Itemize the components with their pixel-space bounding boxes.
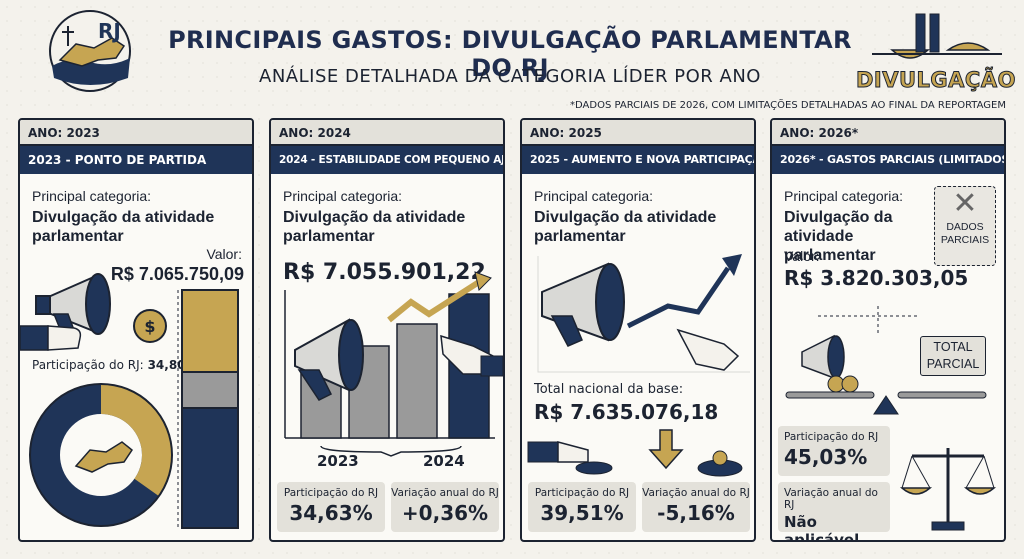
rj-logo: RJ bbox=[49, 10, 131, 92]
header: RJ PRINCIPAIS GASTOS: DIVULGAÇÃO PARLAME… bbox=[0, 0, 1024, 118]
megaphone-icon bbox=[35, 273, 111, 335]
share-label: Participação do RJ: bbox=[32, 358, 144, 372]
category-label: Principal categoria: bbox=[534, 188, 654, 204]
down-arrow-coin-icon bbox=[648, 429, 743, 477]
share-value: 39,51% bbox=[540, 501, 624, 525]
page-title: PRINCIPAIS GASTOS: DIVULGAÇÃO PARLAMENTA… bbox=[168, 26, 852, 82]
category-value: Divulgação da atividade parlamentar bbox=[784, 209, 893, 264]
share-box: Participação do RJ 45,03% bbox=[778, 426, 890, 476]
partial-total-tag: TOTAL PARCIAL bbox=[920, 336, 986, 376]
close-icon: ✕ bbox=[952, 187, 978, 220]
scale-megaphone-illustration bbox=[785, 306, 987, 415]
share-line: Participação do RJ: 34,80% bbox=[32, 358, 198, 372]
value-amount: R$ 3.820.303,05 bbox=[784, 266, 969, 290]
change-label: Variação anual do RJ bbox=[642, 487, 750, 499]
scale-icon bbox=[899, 448, 997, 531]
category-value: Divulgação da atividade parlamentar bbox=[534, 209, 717, 245]
value-amount: R$ 7.065.750,09 bbox=[110, 264, 244, 284]
change-label: Variação anual do RJ bbox=[784, 487, 878, 511]
total-value: R$ 7.635.076,18 bbox=[534, 400, 719, 424]
change-label: Variação anual do RJ bbox=[391, 487, 499, 499]
change-value: Não aplicável bbox=[784, 513, 860, 542]
share-value: 45,03% bbox=[784, 445, 868, 469]
stacked-bar-segment bbox=[181, 371, 239, 409]
card-banner: 2026* - GASTOS PARCIAIS (LIMITADOS) bbox=[772, 146, 1004, 174]
change-value: +0,36% bbox=[401, 501, 489, 525]
trend-megaphone-illustration bbox=[537, 254, 750, 373]
card-banner: 2024 - ESTABILIDADE COM PEQUENO AJUSTE bbox=[271, 146, 503, 174]
pointing-hand-icon bbox=[440, 334, 503, 377]
year-axis-bracket bbox=[320, 445, 462, 457]
card-year: ANO: 2023 bbox=[20, 120, 252, 146]
share-label: Participação do RJ bbox=[534, 487, 630, 499]
share-donut-chart bbox=[29, 383, 173, 527]
page-subtitle: ANÁLISE DETALHADA DA CATEGORIA LÍDER POR… bbox=[259, 66, 761, 87]
axis-from: 2023 bbox=[317, 452, 359, 470]
share-box: Participação do RJ 34,63% bbox=[277, 482, 385, 532]
stacked-bar-segment bbox=[181, 289, 239, 373]
value-amount: R$ 7.055.901,22 bbox=[283, 260, 486, 285]
value-label: Valor: bbox=[784, 248, 820, 264]
change-box: Variação anual do RJ -5,16% bbox=[642, 482, 750, 532]
partial-tag-text: DADOS PARCIAIS bbox=[940, 221, 990, 246]
share-value: 34,63% bbox=[289, 501, 373, 525]
card-year: ANO: 2026* bbox=[772, 120, 1004, 146]
category-label: Principal categoria: bbox=[32, 188, 152, 204]
rj-logo-text: RJ bbox=[98, 19, 121, 43]
card-2026: ANO: 2026* 2026* - GASTOS PARCIAIS (LIMI… bbox=[770, 118, 1006, 542]
donut-outline bbox=[29, 383, 173, 527]
category-value: Divulgação da atividade parlamentar bbox=[32, 209, 215, 245]
category-value: Divulgação da atividade parlamentar bbox=[283, 209, 466, 245]
coin-icon: $ bbox=[133, 309, 167, 343]
share-box: Participação do RJ 39,51% bbox=[528, 482, 636, 532]
stacked-bar-segment bbox=[181, 407, 239, 529]
card-year: ANO: 2024 bbox=[271, 120, 503, 146]
change-value: -5,16% bbox=[657, 501, 735, 525]
rj-map-icon bbox=[74, 441, 134, 473]
partial-data-tag: ✕ DADOS PARCIAIS bbox=[934, 186, 996, 266]
value-label: Valor: bbox=[206, 246, 242, 262]
congress-logo bbox=[872, 13, 1002, 59]
change-box: Variação anual do RJ Não aplicável bbox=[778, 482, 890, 540]
category-label: Principal categoria: bbox=[283, 188, 403, 204]
stacked-bar bbox=[177, 289, 239, 529]
card-banner: 2025 - AUMENTO E NOVA PARTICIPAÇÃO bbox=[522, 146, 754, 174]
share-label: Participação do RJ bbox=[784, 431, 879, 443]
category-label: Principal categoria: bbox=[784, 188, 904, 204]
card-2025: ANO: 2025 2025 - AUMENTO E NOVA PARTICIP… bbox=[520, 118, 756, 542]
change-box: Variação anual do RJ +0,36% bbox=[391, 482, 499, 532]
axis-to: 2024 bbox=[423, 452, 465, 470]
card-2023: ANO: 2023 2023 - PONTO DE PARTIDA Princi… bbox=[18, 118, 254, 542]
card-banner: 2023 - PONTO DE PARTIDA bbox=[20, 146, 252, 174]
card-2024: ANO: 2024 2024 - ESTABILIDADE COM PEQUEN… bbox=[269, 118, 505, 542]
button-press-icon bbox=[527, 441, 613, 475]
footnote: *DADOS PARCIAIS DE 2026, COM LIMITAÇÕES … bbox=[570, 100, 1006, 111]
svg-text:$: $ bbox=[144, 317, 155, 336]
card-year: ANO: 2025 bbox=[522, 120, 754, 146]
total-label: Total nacional da base: bbox=[534, 382, 684, 397]
donut-share-slice bbox=[30, 384, 172, 526]
hand-icon bbox=[20, 325, 82, 351]
share-label: Participação do RJ bbox=[283, 487, 379, 499]
logo-word: DIVULGAÇÃO bbox=[856, 68, 1016, 93]
